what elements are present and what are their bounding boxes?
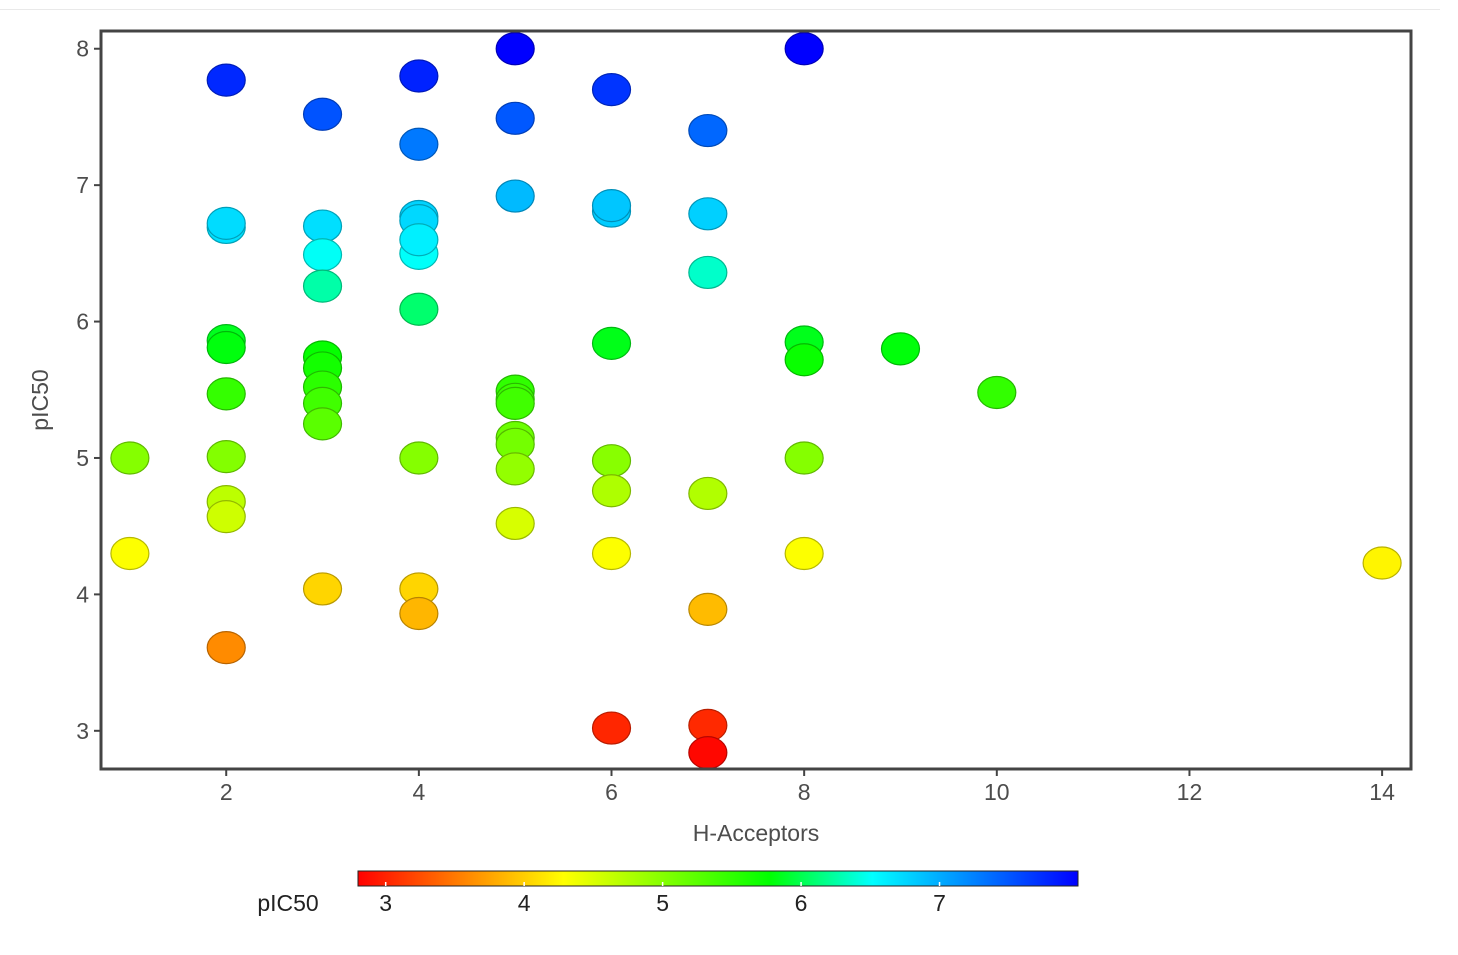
y-tick-label: 6 bbox=[76, 309, 89, 335]
data-point bbox=[110, 441, 150, 475]
data-point bbox=[591, 474, 632, 508]
data-point bbox=[688, 476, 728, 511]
data-point bbox=[591, 189, 632, 223]
data-point bbox=[206, 63, 246, 97]
colorbar-legend: pIC50 3 4 5 6 7 bbox=[257, 870, 1079, 916]
data-point bbox=[784, 32, 824, 66]
data-point bbox=[688, 197, 728, 231]
data-point bbox=[688, 255, 728, 290]
data-point bbox=[302, 407, 343, 441]
data-point bbox=[206, 206, 246, 240]
data-point bbox=[206, 330, 246, 365]
data-point bbox=[399, 223, 439, 257]
data-point bbox=[591, 711, 632, 745]
data-point bbox=[399, 596, 439, 631]
colorbar-tick-label: 7 bbox=[933, 890, 946, 916]
data-point bbox=[399, 59, 439, 93]
x-axis-label: H-Acceptors bbox=[693, 820, 820, 846]
colorbar-tick-label: 3 bbox=[379, 890, 392, 916]
y-tick-label: 5 bbox=[76, 445, 89, 471]
y-axis: 3 4 5 6 7 8 bbox=[76, 36, 101, 744]
data-point bbox=[302, 572, 343, 606]
colorbar-ticks: 3 4 5 6 7 bbox=[379, 882, 946, 916]
x-tick-label: 14 bbox=[1369, 779, 1395, 805]
y-tick-label: 8 bbox=[76, 36, 89, 62]
x-tick-label: 12 bbox=[1177, 779, 1203, 805]
data-point bbox=[206, 440, 246, 474]
plot-frame bbox=[99, 29, 1413, 771]
data-point bbox=[880, 332, 921, 366]
data-point bbox=[784, 441, 824, 475]
data-point bbox=[495, 101, 535, 135]
data-point bbox=[302, 97, 343, 131]
x-tick-label: 6 bbox=[605, 779, 618, 805]
data-point bbox=[495, 506, 535, 541]
data-point bbox=[591, 536, 632, 571]
data-point bbox=[302, 209, 343, 243]
x-tick-label: 4 bbox=[412, 779, 425, 805]
data-point bbox=[495, 179, 535, 213]
data-point bbox=[495, 386, 535, 421]
data-point bbox=[784, 536, 824, 571]
data-point bbox=[302, 269, 343, 303]
data-point bbox=[206, 630, 246, 665]
y-tick-label: 3 bbox=[76, 718, 89, 744]
data-point bbox=[110, 536, 150, 571]
x-tick-label: 8 bbox=[798, 779, 811, 805]
data-point bbox=[591, 326, 632, 360]
points-layer bbox=[110, 32, 1402, 770]
data-point bbox=[399, 127, 439, 161]
data-point bbox=[688, 592, 728, 626]
top-divider bbox=[0, 9, 1440, 10]
colorbar-title: pIC50 bbox=[257, 890, 318, 916]
colorbar-gradient bbox=[357, 870, 1079, 887]
data-point bbox=[688, 113, 728, 148]
data-point bbox=[688, 736, 728, 770]
colorbar-tick-label: 6 bbox=[795, 890, 808, 916]
data-point bbox=[591, 444, 632, 478]
data-point bbox=[302, 238, 343, 272]
data-point bbox=[977, 375, 1017, 410]
data-point bbox=[784, 343, 824, 377]
data-point bbox=[591, 73, 632, 107]
data-point bbox=[1362, 546, 1402, 580]
colorbar-tick-label: 5 bbox=[656, 890, 669, 916]
data-point bbox=[399, 292, 439, 326]
x-tick-label: 10 bbox=[984, 779, 1010, 805]
data-point bbox=[399, 441, 439, 475]
y-tick-label: 4 bbox=[76, 581, 89, 607]
data-point bbox=[495, 32, 535, 66]
x-tick-label: 2 bbox=[220, 779, 233, 805]
data-point bbox=[495, 452, 535, 486]
y-axis-label: pIC50 bbox=[27, 369, 53, 430]
x-axis: 2 4 6 8 10 12 14 bbox=[220, 769, 1395, 805]
data-point bbox=[206, 500, 246, 534]
y-tick-label: 7 bbox=[76, 172, 89, 198]
data-point bbox=[206, 377, 246, 411]
colorbar-tick-label: 4 bbox=[518, 890, 531, 916]
